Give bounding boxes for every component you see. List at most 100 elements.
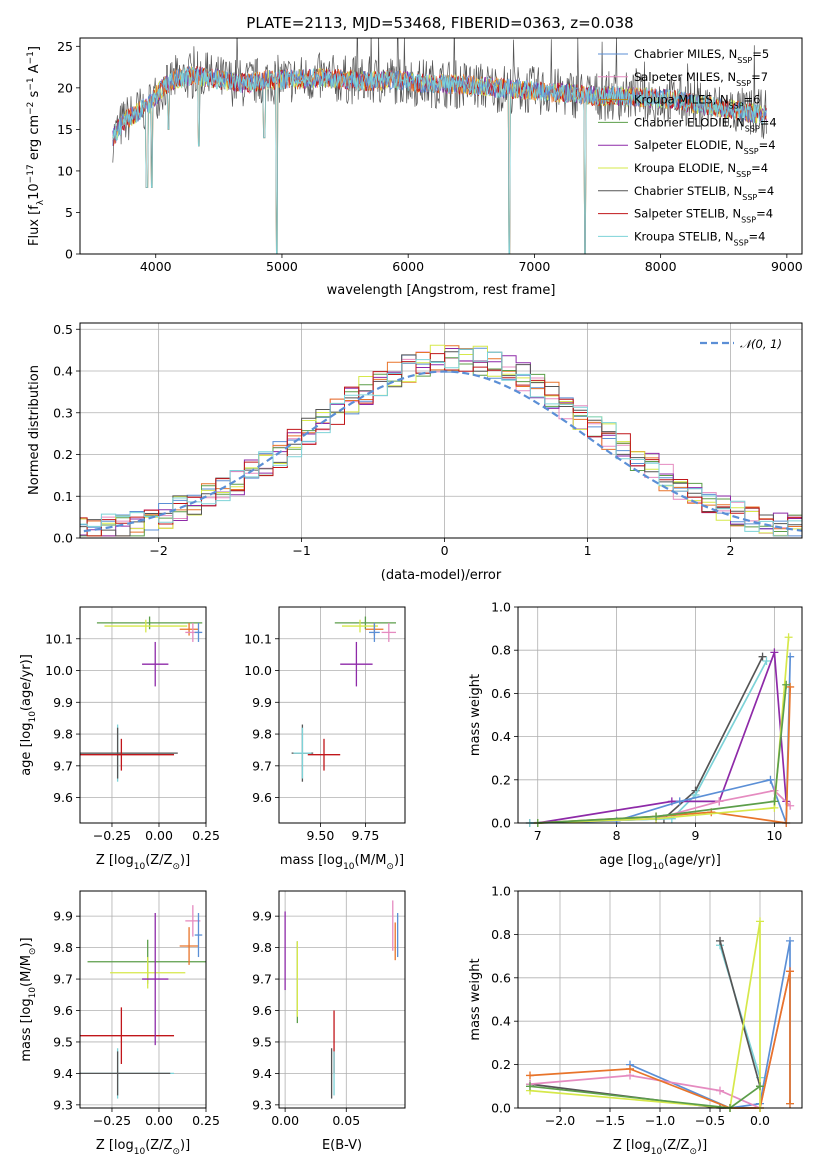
data-point <box>334 616 396 630</box>
y-tick-label: 9.9 <box>252 695 272 710</box>
x-axis-label: wavelength [Angstrom, rest frame] <box>327 283 556 298</box>
x-tick-label: 6000 <box>392 259 424 274</box>
data-point <box>307 738 341 771</box>
y-tick-label: 0.2 <box>491 1057 511 1072</box>
x-tick-label: −0.25 <box>93 828 131 843</box>
weight-marker <box>782 680 791 689</box>
weight-marker <box>715 797 724 806</box>
plot-frame <box>79 37 803 255</box>
x-tick-label: 0.00 <box>271 1113 299 1128</box>
weight-series-chabrier-miles <box>537 656 792 824</box>
data-point <box>104 619 188 633</box>
legend-label: Chabrier ELODIE, NSSP=4 <box>634 115 777 132</box>
y-tick-label: 0 <box>65 247 73 262</box>
y-tick-label: 10.0 <box>244 663 272 678</box>
y-tick-label: 9.7 <box>53 972 73 987</box>
plot-frame <box>79 890 207 1109</box>
histogram-kroupa-stelib <box>80 348 802 537</box>
y-tick-label: 0.2 <box>53 447 73 462</box>
y-tick-label: 0.4 <box>491 729 511 744</box>
y-tick-label: 0.4 <box>491 1014 511 1029</box>
panel-mass_vs_Z: −0.25 0.00 0.25 9.3 9.4 9.5 9.6 9.7 9.8 9.9 Z [log… <box>19 890 220 1157</box>
y-axis-label: Flux [fλ10−17 erg cm−2 s−1 A−1] <box>26 46 46 246</box>
legend-label: Salpeter STELIB, NSSP=4 <box>634 207 773 225</box>
y-tick-label: 9.3 <box>53 1097 73 1112</box>
y-tick-label: 15 <box>57 122 73 137</box>
legend-label: Chabrier STELIB, NSSP=4 <box>634 184 774 202</box>
y-tick-label: 9.9 <box>252 909 272 924</box>
x-axis-label: mass [log10(M/M⊙)] <box>280 853 404 872</box>
y-tick-label: 0.2 <box>491 772 511 787</box>
panel-spectrum: 4000 5000 6000 7000 8000 9000 0 5 10 15 20 25 wavele… <box>26 37 803 298</box>
weight-marker <box>766 775 775 784</box>
y-axis-label: mass weight <box>468 674 483 756</box>
data-point <box>342 619 378 633</box>
chart-title: PLATE=2113, MJD=53468, FIBERID=0363, z=0… <box>246 14 633 32</box>
x-axis-label: Z [log10(Z/Z⊙)] <box>96 1138 190 1157</box>
histograms <box>80 344 802 537</box>
x-tick-label: 1 <box>584 543 592 558</box>
x-axis-label: (data-model)/error <box>381 568 502 583</box>
y-tick-label: 1.0 <box>491 600 511 615</box>
data-point <box>381 622 396 642</box>
x-axis-label: Z [log10(Z/Z⊙)] <box>613 1138 707 1157</box>
weight-series-chabrier-stelib <box>529 656 764 824</box>
panel-weight_vs_age: 7 8 9 10 0.0 0.2 0.4 0.6 0.8 1.0 age [log10(age/yr… <box>468 600 803 872</box>
x-tick-label: −1.5 <box>595 1113 625 1128</box>
weight-marker <box>756 1082 764 1091</box>
y-tick-label: 9.5 <box>252 1034 272 1049</box>
x-tick-label: 0.00 <box>145 828 173 843</box>
y-tick-label: 9.7 <box>252 972 272 987</box>
data-point <box>80 727 178 779</box>
legend-label: Salpeter ELODIE, NSSP=4 <box>634 138 776 156</box>
y-tick-label: 0.5 <box>53 322 73 337</box>
y-tick-label: 0.0 <box>491 816 511 831</box>
y-tick-label: 10.1 <box>244 631 272 646</box>
x-tick-label: −2 <box>149 543 167 558</box>
y-tick-label: 1.0 <box>491 884 511 899</box>
panel-weight_vs_Z: −2.0 −1.5 −1.0 −0.5 0.0 0.0 0.2 0.4 0.6 0.8 1.0 Z [… <box>468 884 803 1157</box>
y-tick-label: 9.6 <box>53 790 73 805</box>
x-tick-label: 7000 <box>518 259 550 274</box>
gaussian-curve <box>80 370 802 533</box>
y-tick-label: 5 <box>65 205 73 220</box>
weight-marker <box>786 1099 794 1108</box>
y-tick-label: 0.8 <box>491 927 511 942</box>
y-axis-label: mass weight <box>468 958 483 1040</box>
weight-marker <box>652 812 661 821</box>
panel-age_vs_Z: −0.25 0.00 0.25 9.6 9.7 9.8 9.9 10.0 10.1 Z [log1… <box>19 606 220 872</box>
y-tick-label: 9.3 <box>252 1097 272 1112</box>
legend-label: Kroupa MILES, NSSP=6 <box>634 93 760 111</box>
data-point <box>194 622 203 642</box>
legend-label: Kroupa ELODIE, NSSP=4 <box>634 161 768 179</box>
x-tick-label: −1 <box>292 543 310 558</box>
weight-marker <box>716 936 724 945</box>
y-tick-label: 20 <box>57 80 73 95</box>
weight-series-chabrier-elodie <box>537 684 788 824</box>
x-axis-label: Z [log10(Z/Z⊙)] <box>96 853 190 872</box>
weight-marker <box>756 917 764 926</box>
y-axis-label: age [log10(age/yr)] <box>19 654 38 776</box>
data-point <box>80 1051 171 1096</box>
y-tick-label: 9.6 <box>53 1003 73 1018</box>
panel-age_vs_mass: 9.50 9.75 9.6 9.7 9.8 9.9 10.0 10.1 mass [log10(… <box>244 606 406 872</box>
x-tick-label: 0.25 <box>192 1113 220 1128</box>
weight-marker <box>770 648 779 657</box>
data-point <box>179 927 199 965</box>
errorbar-points <box>80 616 203 782</box>
weight-marker <box>786 967 794 976</box>
y-tick-label: 9.6 <box>252 790 272 805</box>
spectrum-kroupa-stelib <box>112 66 767 254</box>
weight-marker <box>758 652 767 661</box>
x-axis-label: E(B-V) <box>322 1138 362 1153</box>
legend-label: 𝒩(0, 1) <box>740 337 782 351</box>
plot-frame <box>517 890 803 1109</box>
weight-marker <box>770 797 779 806</box>
y-tick-label: 25 <box>57 39 73 54</box>
plot-frame <box>278 606 406 824</box>
y-tick-label: 9.7 <box>252 758 272 773</box>
weight-series-chabrier-stelib <box>529 1083 760 1109</box>
y-tick-label: 0.6 <box>491 970 511 985</box>
weight-marker <box>762 657 771 665</box>
weight-series-salpeter-elodie <box>537 652 788 824</box>
